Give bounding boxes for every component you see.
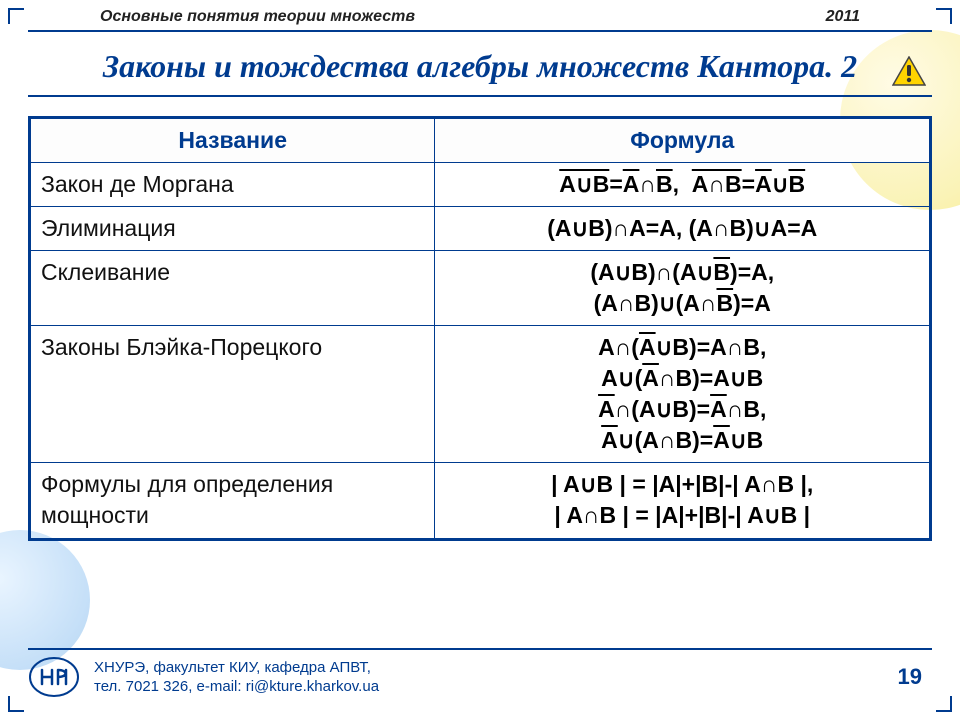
row-name: Склеивание xyxy=(30,251,435,326)
th-formula: Формула xyxy=(435,118,931,163)
table-row: Законы Блэйка-Порецкого A∩(A∪B)=A∩B, A∪(… xyxy=(30,326,931,463)
page-number: 19 xyxy=(898,664,932,690)
row-name: Элиминация xyxy=(30,207,435,251)
row-formula: (A∪B)∩(A∪B)=A, (A∩B)∪(A∩B)=A xyxy=(435,251,931,326)
footer-line1: ХНУРЭ, факультет КИУ, кафедра АПВТ, xyxy=(94,658,898,678)
row-formula: A∩(A∪B)=A∩B, A∪(A∩B)=A∪B A∩(A∪B)=A∩B, A∪… xyxy=(435,326,931,463)
corner-bottom-right xyxy=(936,696,952,712)
footer: ХНУРЭ, факультет КИУ, кафедра АПВТ, тел.… xyxy=(28,648,932,698)
row-name: Формулы для определения мощности xyxy=(30,463,435,539)
row-formula: (A∪B)∩A=A, (A∩B)∪A=A xyxy=(435,207,931,251)
slide-title: Законы и тождества алгебры множеств Кант… xyxy=(0,48,960,85)
course-year: 2011 xyxy=(826,8,860,26)
footer-text: ХНУРЭ, факультет КИУ, кафедра АПВТ, тел.… xyxy=(94,658,898,697)
table-header-row: Название Формула xyxy=(30,118,931,163)
laws-table: Название Формула Закон де Моргана A∪B=A∩… xyxy=(28,116,932,541)
warning-icon xyxy=(892,56,926,86)
table-row: Склеивание (A∪B)∩(A∪B)=A, (A∩B)∪(A∩B)=A xyxy=(30,251,931,326)
content-area: Название Формула Закон де Моргана A∪B=A∩… xyxy=(28,116,932,541)
header-bar: Основные понятия теории множеств 2011 xyxy=(0,8,960,26)
corner-bottom-left xyxy=(8,696,24,712)
table-row: Закон де Моргана A∪B=A∩B, A∩B=A∪B xyxy=(30,163,931,207)
row-name: Закон де Моргана xyxy=(30,163,435,207)
row-formula: A∪B=A∩B, A∩B=A∪B xyxy=(435,163,931,207)
university-logo-icon xyxy=(28,656,80,698)
footer-line2: тел. 7021 326, e-mail: ri@kture.kharkov.… xyxy=(94,677,898,697)
th-name: Название xyxy=(30,118,435,163)
table-row: Элиминация (A∪B)∩A=A, (A∩B)∪A=A xyxy=(30,207,931,251)
row-formula: | A∪B | = |A|+|B|-| A∩B |, | A∩B | = |A|… xyxy=(435,463,931,539)
row-name: Законы Блэйка-Порецкого xyxy=(30,326,435,463)
course-name: Основные понятия теории множеств xyxy=(100,8,415,26)
table-row: Формулы для определения мощности | A∪B |… xyxy=(30,463,931,539)
slide: Основные понятия теории множеств 2011 За… xyxy=(0,0,960,720)
